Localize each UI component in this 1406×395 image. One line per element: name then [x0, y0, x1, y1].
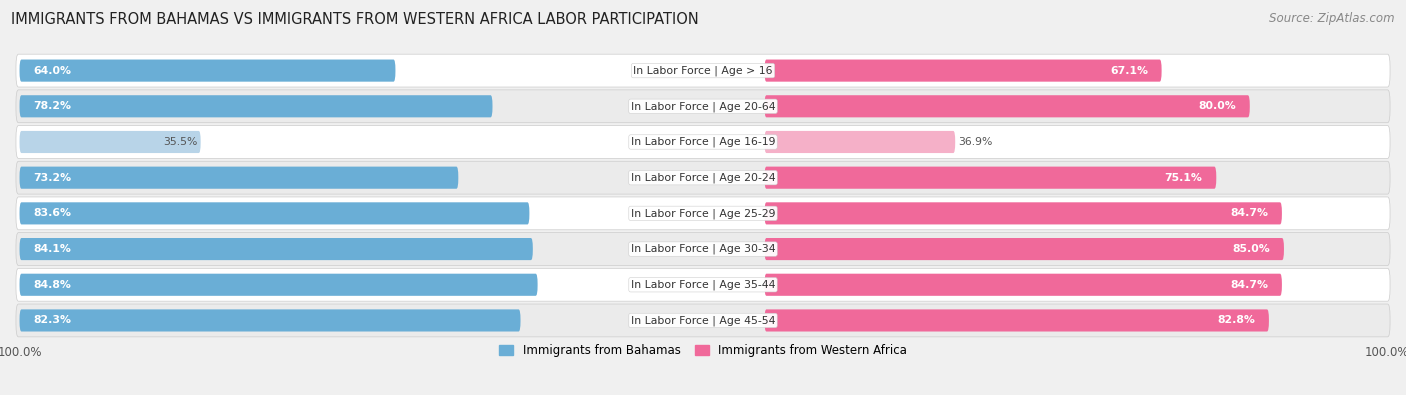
FancyBboxPatch shape [765, 274, 1282, 296]
FancyBboxPatch shape [15, 268, 1391, 301]
FancyBboxPatch shape [765, 309, 1268, 331]
FancyBboxPatch shape [20, 60, 395, 82]
FancyBboxPatch shape [20, 95, 492, 117]
FancyBboxPatch shape [20, 274, 537, 296]
Text: 84.1%: 84.1% [34, 244, 72, 254]
FancyBboxPatch shape [20, 309, 520, 331]
FancyBboxPatch shape [20, 238, 533, 260]
Text: 73.2%: 73.2% [34, 173, 72, 182]
FancyBboxPatch shape [765, 202, 1282, 224]
FancyBboxPatch shape [20, 131, 201, 153]
FancyBboxPatch shape [15, 161, 1391, 194]
Text: 64.0%: 64.0% [34, 66, 72, 75]
Text: 78.2%: 78.2% [34, 101, 72, 111]
FancyBboxPatch shape [20, 202, 530, 224]
Text: 82.3%: 82.3% [34, 316, 72, 325]
Text: In Labor Force | Age 45-54: In Labor Force | Age 45-54 [631, 315, 775, 326]
Text: In Labor Force | Age 30-34: In Labor Force | Age 30-34 [631, 244, 775, 254]
Text: Source: ZipAtlas.com: Source: ZipAtlas.com [1270, 12, 1395, 25]
FancyBboxPatch shape [20, 167, 458, 189]
Text: 83.6%: 83.6% [34, 209, 72, 218]
Text: 84.8%: 84.8% [34, 280, 72, 290]
Text: 75.1%: 75.1% [1164, 173, 1202, 182]
Legend: Immigrants from Bahamas, Immigrants from Western Africa: Immigrants from Bahamas, Immigrants from… [494, 339, 912, 361]
FancyBboxPatch shape [765, 167, 1216, 189]
Text: In Labor Force | Age 20-24: In Labor Force | Age 20-24 [631, 173, 775, 183]
FancyBboxPatch shape [15, 126, 1391, 158]
Text: 84.7%: 84.7% [1230, 209, 1268, 218]
Text: In Labor Force | Age 25-29: In Labor Force | Age 25-29 [631, 208, 775, 218]
Text: 35.5%: 35.5% [163, 137, 197, 147]
FancyBboxPatch shape [765, 95, 1250, 117]
FancyBboxPatch shape [765, 60, 1161, 82]
Text: 36.9%: 36.9% [959, 137, 993, 147]
FancyBboxPatch shape [765, 238, 1284, 260]
Text: 85.0%: 85.0% [1233, 244, 1270, 254]
Text: 82.8%: 82.8% [1218, 316, 1256, 325]
Text: 67.1%: 67.1% [1109, 66, 1147, 75]
Text: In Labor Force | Age 16-19: In Labor Force | Age 16-19 [631, 137, 775, 147]
FancyBboxPatch shape [765, 131, 955, 153]
FancyBboxPatch shape [15, 90, 1391, 123]
Text: 84.7%: 84.7% [1230, 280, 1268, 290]
FancyBboxPatch shape [15, 54, 1391, 87]
FancyBboxPatch shape [15, 233, 1391, 265]
Text: In Labor Force | Age 35-44: In Labor Force | Age 35-44 [631, 280, 775, 290]
Text: 80.0%: 80.0% [1198, 101, 1236, 111]
Text: In Labor Force | Age 20-64: In Labor Force | Age 20-64 [631, 101, 775, 111]
FancyBboxPatch shape [15, 197, 1391, 230]
FancyBboxPatch shape [15, 304, 1391, 337]
Text: In Labor Force | Age > 16: In Labor Force | Age > 16 [633, 65, 773, 76]
Text: IMMIGRANTS FROM BAHAMAS VS IMMIGRANTS FROM WESTERN AFRICA LABOR PARTICIPATION: IMMIGRANTS FROM BAHAMAS VS IMMIGRANTS FR… [11, 12, 699, 27]
